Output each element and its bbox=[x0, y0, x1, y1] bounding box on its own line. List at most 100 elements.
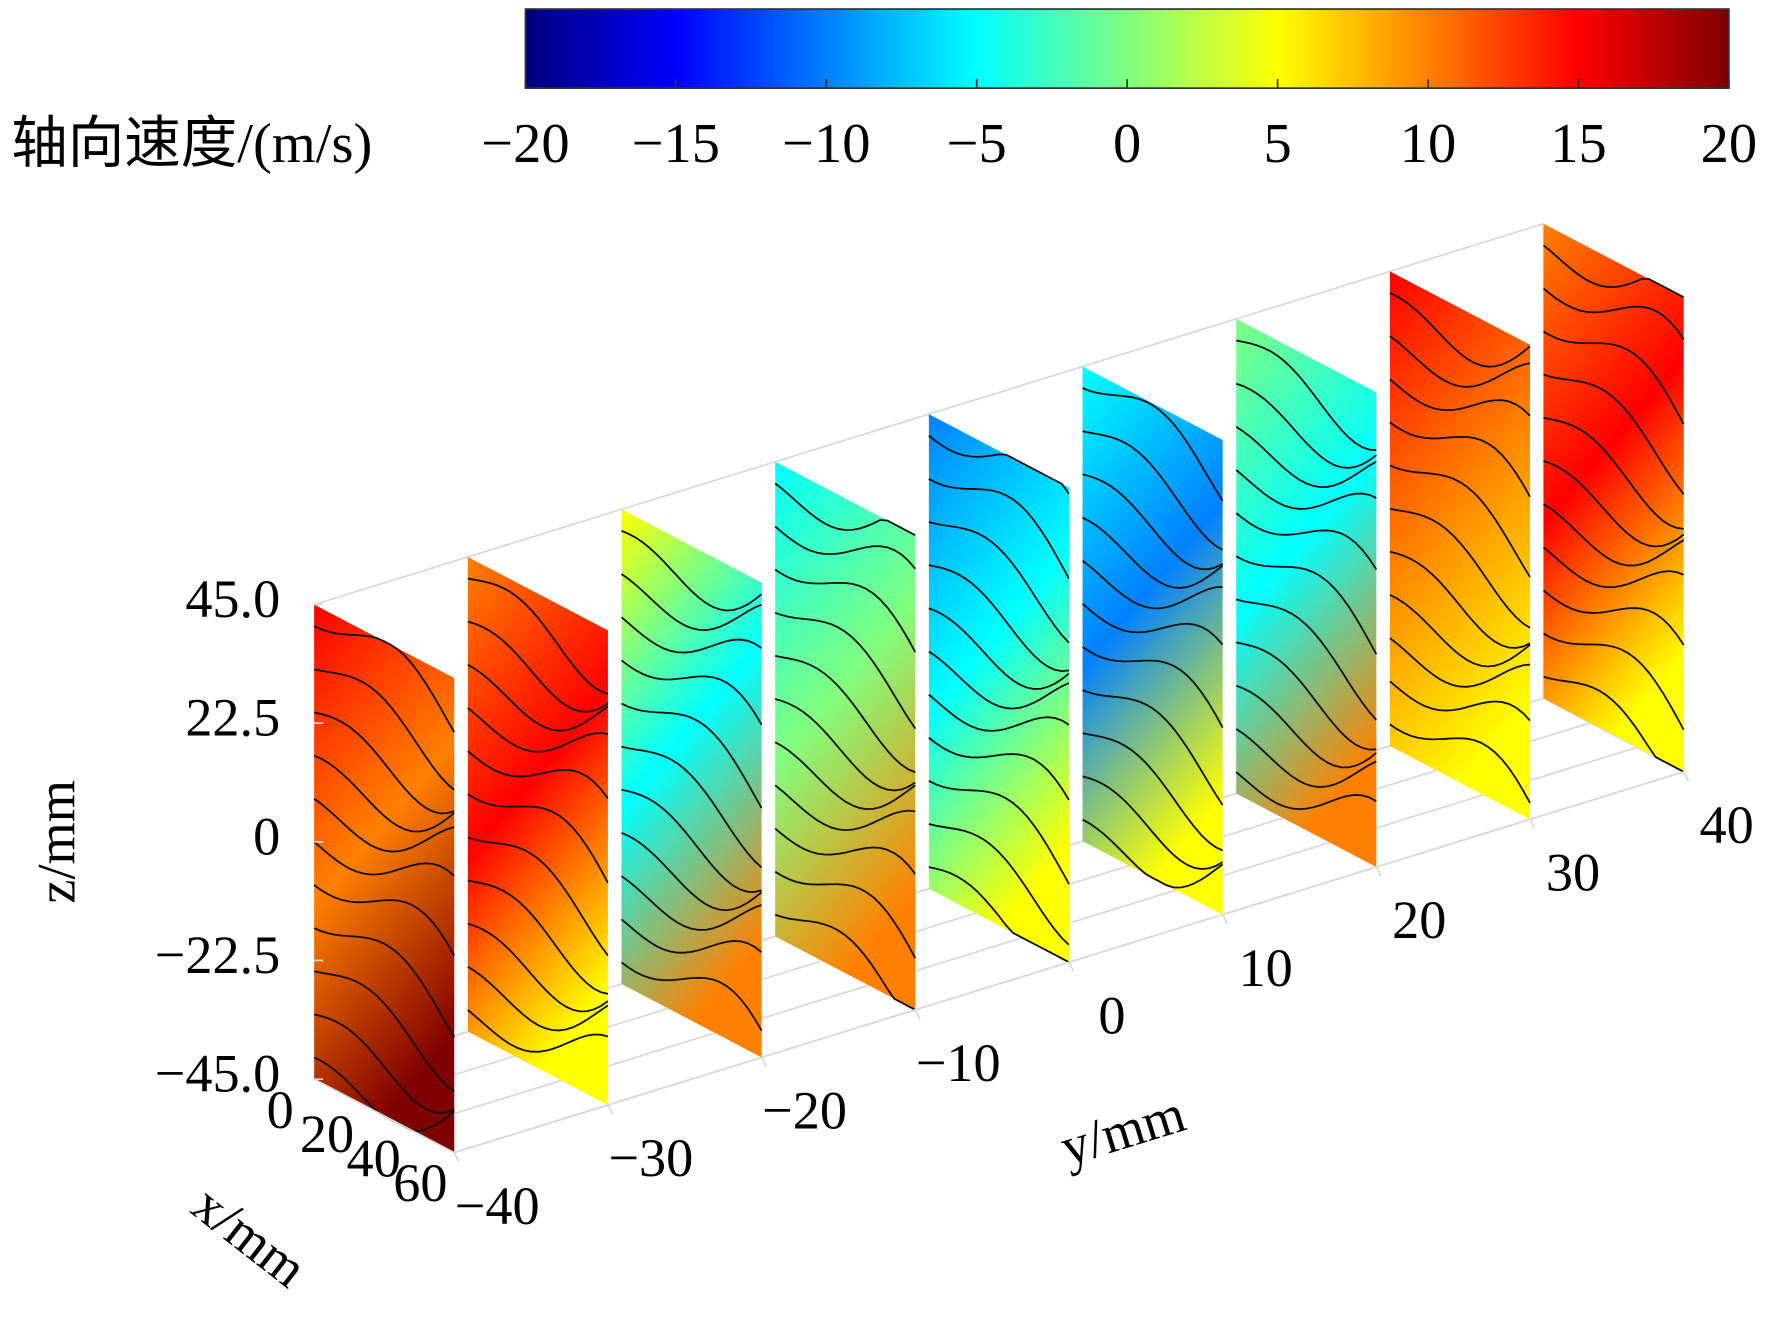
streamline bbox=[774, 784, 916, 832]
streamline bbox=[313, 711, 455, 815]
colorbar-tick-label: −20 bbox=[481, 113, 569, 175]
streamline bbox=[774, 482, 916, 536]
streamline bbox=[928, 866, 1070, 963]
streamline bbox=[1543, 460, 1685, 548]
streamline bbox=[1543, 503, 1685, 567]
streamline bbox=[1235, 469, 1377, 510]
streamline bbox=[1082, 646, 1224, 729]
y-axis-label: y/mm bbox=[1053, 1083, 1192, 1177]
streamline bbox=[467, 577, 609, 695]
streamline bbox=[620, 875, 762, 931]
slice bbox=[1389, 271, 1531, 820]
streamline bbox=[1235, 382, 1377, 469]
streamline bbox=[1389, 550, 1531, 649]
streamline bbox=[621, 702, 763, 809]
streamline bbox=[774, 870, 917, 959]
streamline bbox=[1389, 421, 1531, 498]
slice bbox=[774, 461, 917, 1011]
streamline bbox=[928, 564, 1070, 673]
slice bbox=[620, 509, 763, 1058]
y-tick-label: −10 bbox=[916, 1033, 1001, 1093]
x-tick-label: 60 bbox=[393, 1153, 447, 1213]
x-tick-label: 0 bbox=[267, 1080, 294, 1140]
streamline bbox=[774, 525, 916, 570]
streamline bbox=[467, 1009, 609, 1053]
streamline bbox=[1082, 430, 1224, 551]
streamline bbox=[620, 573, 762, 631]
streamline bbox=[313, 1013, 455, 1114]
colorbar-tick-label: −10 bbox=[782, 113, 870, 175]
y-tick-label: 30 bbox=[1546, 843, 1600, 903]
streamline bbox=[928, 435, 1070, 495]
slice bbox=[467, 556, 609, 1105]
streamline bbox=[1235, 771, 1377, 811]
streamline bbox=[1235, 728, 1377, 788]
y-tick-label: −40 bbox=[455, 1176, 540, 1236]
y-tick bbox=[453, 1152, 460, 1163]
streamline bbox=[313, 754, 455, 833]
y-tick bbox=[607, 1104, 614, 1115]
streamline bbox=[1082, 387, 1224, 502]
streamline bbox=[1082, 818, 1224, 889]
streamline bbox=[1081, 559, 1223, 610]
streamline bbox=[1389, 335, 1531, 388]
streamline bbox=[313, 625, 456, 733]
streamline bbox=[1389, 464, 1531, 578]
streamline bbox=[1389, 378, 1531, 417]
slice bbox=[313, 604, 456, 1153]
y-tick-label: 40 bbox=[1700, 795, 1754, 855]
z-tick-label: −22.5 bbox=[155, 925, 281, 985]
streamline bbox=[1389, 680, 1531, 722]
streamline bbox=[1542, 546, 1685, 589]
streamline bbox=[467, 922, 609, 1013]
x-axis-label: x/mm bbox=[181, 1174, 318, 1299]
colorbar-tick-label: 10 bbox=[1400, 113, 1457, 175]
colorbar-label: 轴向速度/(m/s) bbox=[11, 113, 372, 175]
streamline bbox=[1389, 292, 1531, 368]
streamline bbox=[1082, 775, 1224, 870]
streamline bbox=[467, 663, 609, 732]
streamline bbox=[1235, 684, 1377, 769]
y-tick-label: 10 bbox=[1238, 938, 1292, 998]
streamline bbox=[1543, 287, 1685, 340]
streamline bbox=[620, 918, 763, 954]
streamline bbox=[313, 970, 455, 1093]
streamline bbox=[774, 611, 917, 730]
streamline bbox=[313, 927, 456, 1038]
slice-field bbox=[1543, 223, 1684, 772]
streamline bbox=[774, 741, 916, 810]
streamline bbox=[621, 832, 763, 912]
streamline bbox=[467, 793, 609, 884]
streamline bbox=[1389, 507, 1531, 629]
streamline bbox=[621, 530, 763, 612]
colorbar-tick-label: 5 bbox=[1263, 113, 1291, 175]
streamline bbox=[928, 737, 1070, 801]
slice bbox=[1235, 318, 1378, 867]
y-tick-label: −20 bbox=[762, 1081, 847, 1141]
streamline bbox=[1543, 589, 1685, 646]
z-axis-label: z/mm bbox=[27, 780, 87, 904]
streamline bbox=[313, 841, 455, 877]
streamline bbox=[1543, 675, 1685, 773]
x-tick-label: 20 bbox=[300, 1104, 354, 1164]
colorbar-tick-label: 0 bbox=[1113, 113, 1141, 175]
slice bbox=[1081, 366, 1224, 915]
plot: 轴向速度/(m/s) −20 −15 −10 −5 0 5 10 15 2045.022.50−… bbox=[11, 8, 1757, 1299]
streamline bbox=[928, 650, 1070, 710]
y-tick bbox=[760, 1057, 767, 1067]
y-tick bbox=[914, 1009, 921, 1020]
slice bbox=[928, 414, 1070, 963]
streamline bbox=[775, 654, 916, 774]
y-tick-label: −30 bbox=[608, 1128, 693, 1188]
streamline bbox=[1543, 373, 1685, 495]
colorbar-tick-label: −15 bbox=[632, 113, 720, 175]
streamline bbox=[1082, 473, 1224, 571]
slice-field bbox=[467, 556, 608, 1105]
y-tick bbox=[1068, 961, 1075, 972]
slice-field bbox=[928, 414, 1069, 963]
streamline bbox=[620, 616, 763, 654]
streamline bbox=[1543, 632, 1685, 731]
streamline bbox=[1235, 426, 1377, 489]
streamline bbox=[774, 827, 917, 875]
z-tick-label: 45.0 bbox=[185, 569, 280, 629]
